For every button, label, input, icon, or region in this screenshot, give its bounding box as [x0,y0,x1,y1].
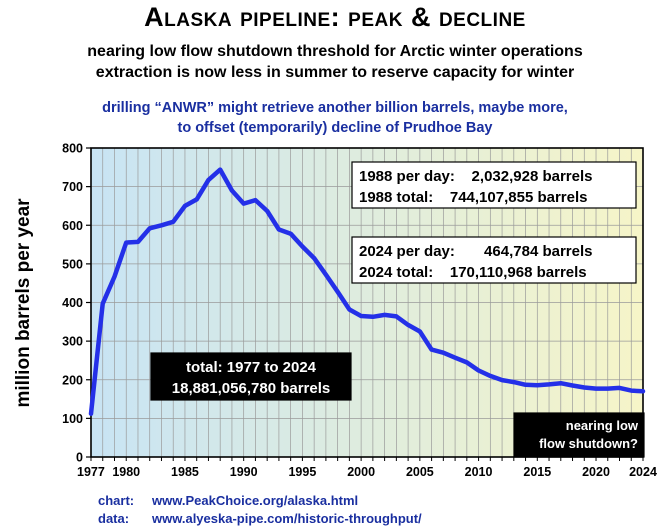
y-tick-label: 600 [62,219,83,233]
data-credit: data: www.alyeska-pipe.com/historic-throu… [98,511,422,526]
axes [90,147,644,458]
current-annotation-line: 2024 per day: 464,784 barrels [359,243,592,260]
shutdown-annotation-line: flow shutdown? [539,436,638,451]
x-tick-label: 2015 [523,465,551,479]
x-tick-label: 1995 [288,465,316,479]
total-annotation: total: 1977 to 2024 18,881,056,780 barrel… [150,352,352,401]
shutdown-annotation-line: nearing low [566,418,639,433]
x-tick-label: 1990 [230,465,258,479]
total-annotation-line: 18,881,056,780 barrels [172,380,330,397]
y-tick-label: 200 [62,373,83,387]
current-annotation: 2024 per day: 464,784 barrels 2024 total:… [351,236,637,284]
x-tick-label: 2020 [582,465,610,479]
data-credit-label: data: [98,511,130,526]
subtitle-line-2: extraction is now less in summer to rese… [95,64,575,81]
series-line [88,167,646,416]
plot-frame [90,147,644,458]
note-line-1: drilling “ANWR” might retrieve another b… [102,100,568,116]
x-tick-label: 2024 [629,465,657,479]
chart-title: Alaska pipeline: peak & decline [144,2,526,32]
y-tick-label: 800 [62,142,83,156]
x-tick-label: 1985 [171,465,199,479]
note-line-2: to offset (temporarily) decline of Prudh… [177,120,493,136]
x-tick-label: 1977 [77,465,105,479]
y-tick-label: 0 [76,451,83,465]
x-tick-label: 1980 [112,465,140,479]
y-tick-label: 300 [62,335,83,349]
y-tick-label: 100 [62,412,83,426]
x-tick-label: 2010 [465,465,493,479]
subtitle-line-1: nearing low flow shutdown threshold for … [87,43,583,60]
peak-annotation-line: 1988 per day: 2,032,928 barrels [359,168,593,185]
production-line [88,167,646,416]
y-tick-label: 400 [62,296,83,310]
axis-ticks: 0 100 200 300 400 500 600 700 800 1977 1980 1985 199… [62,142,657,480]
chart-credit-url[interactable]: www.PeakChoice.org/alaska.html [152,493,359,508]
y-tick-label: 500 [62,257,83,271]
x-tick-label: 2005 [406,465,434,479]
peak-annotation: 1988 per day: 2,032,928 barrels 1988 tota… [351,161,637,209]
y-axis-label: million barrels per year [13,198,34,408]
annotations: 1988 per day: 2,032,928 barrels 1988 tota… [150,161,645,458]
y-tick-label: 700 [62,180,83,194]
current-annotation-line: 2024 total: 170,110,968 barrels [359,264,587,281]
data-credit-url[interactable]: www.alyeska-pipe.com/historic-throughput… [152,511,422,526]
x-tick-label: 2000 [347,465,375,479]
peak-annotation-line: 1988 total: 744,107,855 barrels [359,189,587,206]
shutdown-annotation: nearing low flow shutdown? [513,412,645,458]
total-annotation-line: total: 1977 to 2024 [186,359,317,376]
chart-credit-label: chart: [98,493,135,508]
chart-credit: chart: www.PeakChoice.org/alaska.html [98,493,358,508]
